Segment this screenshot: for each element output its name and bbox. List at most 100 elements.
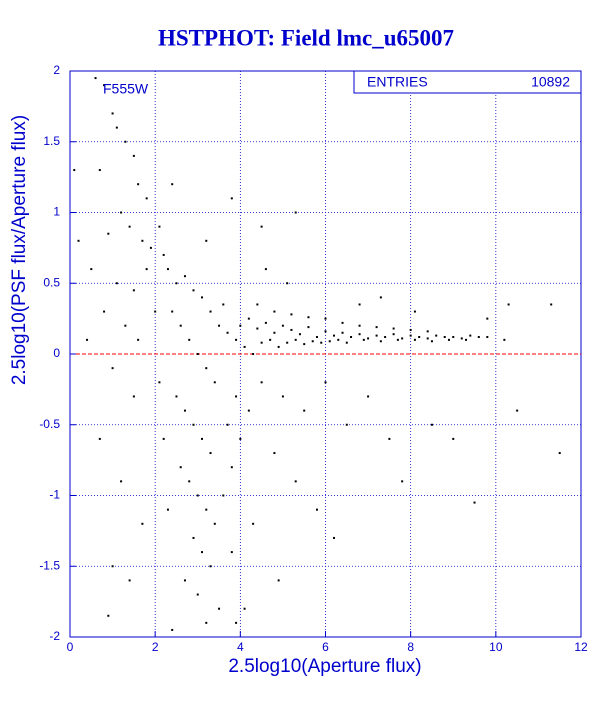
point xyxy=(273,452,276,455)
y-tick-label: 1.5 xyxy=(43,134,60,148)
point xyxy=(341,331,344,334)
y-tick-label: 1 xyxy=(53,205,60,219)
point xyxy=(145,197,148,200)
point xyxy=(209,310,212,313)
point xyxy=(324,317,327,320)
point xyxy=(307,316,310,319)
point xyxy=(171,628,174,631)
point xyxy=(235,338,238,341)
point xyxy=(77,239,80,242)
point xyxy=(158,225,161,228)
point xyxy=(115,282,118,285)
point xyxy=(375,326,378,329)
x-tick-label: 0 xyxy=(67,640,74,654)
point xyxy=(86,338,89,341)
point xyxy=(384,336,387,339)
point xyxy=(124,140,127,143)
point xyxy=(175,282,178,285)
x-tick-label: 8 xyxy=(407,640,414,654)
point xyxy=(235,621,238,624)
point xyxy=(243,607,246,610)
point xyxy=(333,536,336,539)
point xyxy=(362,338,365,341)
y-tick-label: -1.5 xyxy=(39,558,60,572)
point xyxy=(218,324,221,327)
point xyxy=(452,336,455,339)
point xyxy=(98,169,101,172)
stats-value: 10892 xyxy=(531,74,570,90)
point xyxy=(145,268,148,271)
point xyxy=(166,508,169,511)
point xyxy=(294,338,297,341)
point xyxy=(273,310,276,313)
y-tick-label: -2 xyxy=(49,629,60,643)
point xyxy=(426,337,429,340)
point xyxy=(413,338,416,341)
point xyxy=(235,395,238,398)
point xyxy=(213,381,216,384)
stats-label: ENTRIES xyxy=(367,74,428,90)
point xyxy=(162,437,165,440)
point xyxy=(426,330,429,333)
point xyxy=(516,409,519,412)
point xyxy=(503,338,506,341)
point xyxy=(179,324,182,327)
filter-label: F555W xyxy=(103,81,149,97)
y-tick-label: 0 xyxy=(53,346,60,360)
y-tick-label: 0.5 xyxy=(43,275,60,289)
point xyxy=(256,303,259,306)
point xyxy=(188,480,191,483)
point xyxy=(222,494,225,497)
point xyxy=(192,289,195,292)
point xyxy=(358,333,361,336)
point xyxy=(175,395,178,398)
point xyxy=(345,423,348,426)
point xyxy=(324,381,327,384)
point xyxy=(171,310,174,313)
y-tick-label: -0.5 xyxy=(39,417,60,431)
point xyxy=(290,328,293,331)
point xyxy=(264,268,267,271)
point xyxy=(358,303,361,306)
point xyxy=(239,324,242,327)
point xyxy=(205,367,208,370)
point xyxy=(260,225,263,228)
point xyxy=(286,341,289,344)
point xyxy=(303,343,306,346)
point xyxy=(192,536,195,539)
point xyxy=(154,310,157,313)
point xyxy=(252,522,255,525)
point xyxy=(111,367,114,370)
point xyxy=(337,338,340,341)
point xyxy=(435,334,438,337)
point xyxy=(149,246,152,249)
point xyxy=(90,268,93,271)
point xyxy=(213,522,216,525)
point xyxy=(324,330,327,333)
point xyxy=(205,239,208,242)
point xyxy=(115,126,118,129)
point xyxy=(94,77,97,80)
point xyxy=(430,423,433,426)
point xyxy=(162,253,165,256)
point xyxy=(132,289,135,292)
point xyxy=(141,239,144,242)
point xyxy=(111,112,114,115)
point xyxy=(465,338,468,341)
point xyxy=(103,84,106,87)
point xyxy=(277,345,280,348)
x-tick-label: 10 xyxy=(489,640,503,654)
point xyxy=(328,340,331,343)
point xyxy=(315,508,318,511)
point xyxy=(418,336,421,339)
point xyxy=(98,437,101,440)
point xyxy=(226,331,229,334)
point xyxy=(196,494,199,497)
point xyxy=(311,340,314,343)
point xyxy=(460,337,463,340)
point xyxy=(333,334,336,337)
point xyxy=(341,321,344,324)
y-tick-label: -1 xyxy=(49,488,60,502)
point xyxy=(443,336,446,339)
